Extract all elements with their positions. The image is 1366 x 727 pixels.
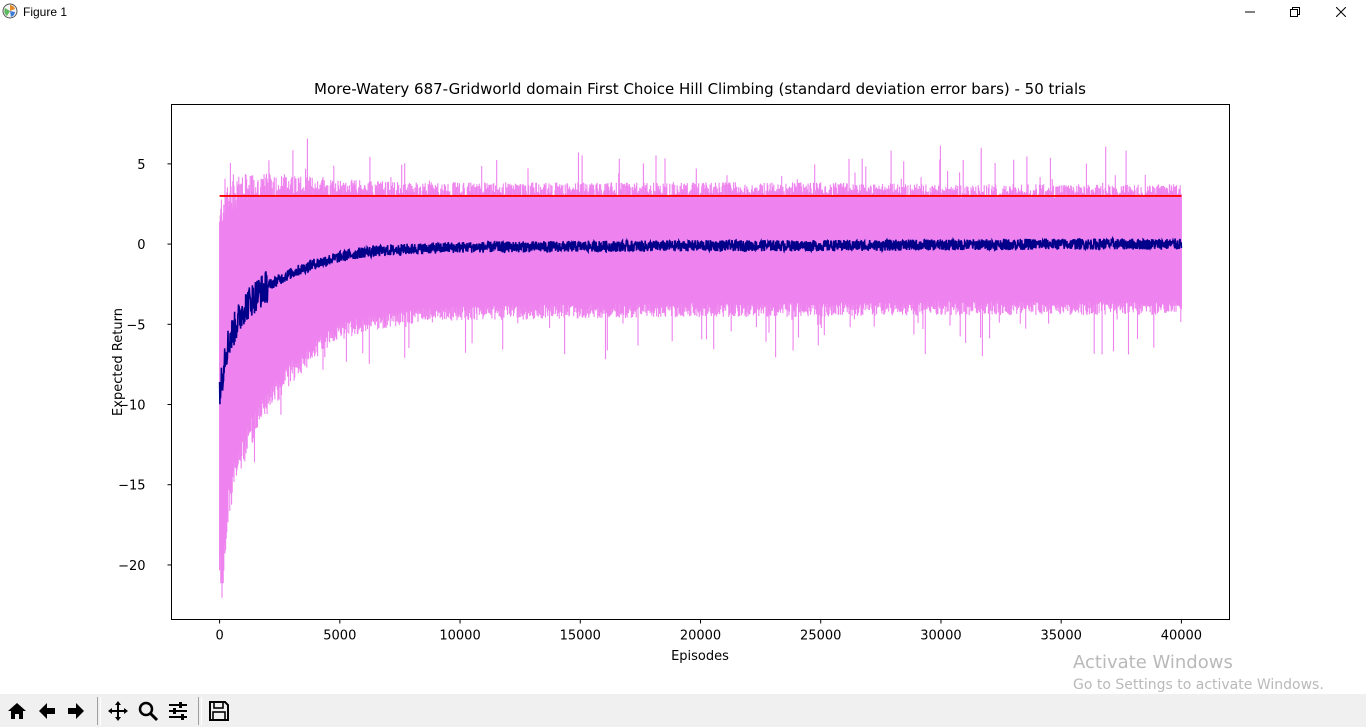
y-tick-label: −15: [118, 479, 145, 494]
x-tick-label: 30000: [920, 629, 961, 644]
x-tick-label: 5000: [323, 629, 356, 644]
subplots-config-icon: [169, 702, 187, 720]
save-icon: [209, 701, 229, 721]
zoom-button[interactable]: [134, 697, 162, 725]
activate-windows-subtitle: Go to Settings to activate Windows.: [1073, 677, 1324, 693]
x-tick-label: 35000: [1041, 629, 1082, 644]
save-button[interactable]: [205, 697, 233, 725]
x-tick-label: 25000: [800, 629, 841, 644]
window-titlebar: Figure 1: [0, 0, 1366, 26]
y-tick-label: 5: [137, 158, 145, 173]
x-tick-label: 40000: [1161, 629, 1202, 644]
close-icon: [1336, 7, 1346, 17]
minimize-button[interactable]: [1227, 0, 1273, 24]
error-band: [219, 138, 1182, 598]
back-arrow-icon: [39, 703, 55, 719]
restore-button[interactable]: [1272, 0, 1318, 24]
chart: More-Watery 687-Gridworld domain First C…: [111, 80, 1230, 664]
y-tick-label: 0: [137, 238, 145, 253]
y-tick-label: −10: [118, 399, 145, 414]
close-button[interactable]: [1318, 0, 1364, 24]
matplotlib-icon: [2, 3, 18, 19]
chart-title: More-Watery 687-Gridworld domain First C…: [314, 80, 1086, 98]
forward-button[interactable]: [62, 697, 90, 725]
pan-button[interactable]: [104, 697, 132, 725]
subplots-config-button[interactable]: [164, 697, 192, 725]
x-axis-label: Episodes: [671, 649, 729, 664]
x-tick-label: 0: [215, 629, 223, 644]
pan-icon: [108, 701, 128, 721]
axes-frame: [171, 104, 1230, 620]
navigation-toolbar: [0, 694, 1366, 727]
home-icon: [8, 703, 26, 719]
back-button[interactable]: [33, 697, 61, 725]
y-tick-label: −20: [118, 559, 145, 574]
y-axis-label: Expected Return: [111, 308, 126, 416]
toolbar-separator: [97, 697, 101, 725]
home-button[interactable]: [3, 697, 31, 725]
x-tick-label: 20000: [680, 629, 721, 644]
y-tick-label: −5: [126, 318, 145, 333]
minimize-icon: [1245, 11, 1255, 13]
restore-icon: [1290, 7, 1300, 17]
toolbar-separator: [198, 697, 202, 725]
x-tick-label: 15000: [560, 629, 601, 644]
window-title: Figure 1: [23, 5, 68, 19]
x-tick-label: 10000: [439, 629, 480, 644]
forward-arrow-icon: [68, 703, 84, 719]
activate-windows-title: Activate Windows: [1073, 652, 1233, 673]
mean-return-line: [218, 235, 1183, 405]
zoom-icon: [138, 701, 159, 722]
figure-canvas[interactable]: More-Watery 687-Gridworld domain First C…: [0, 26, 1366, 694]
